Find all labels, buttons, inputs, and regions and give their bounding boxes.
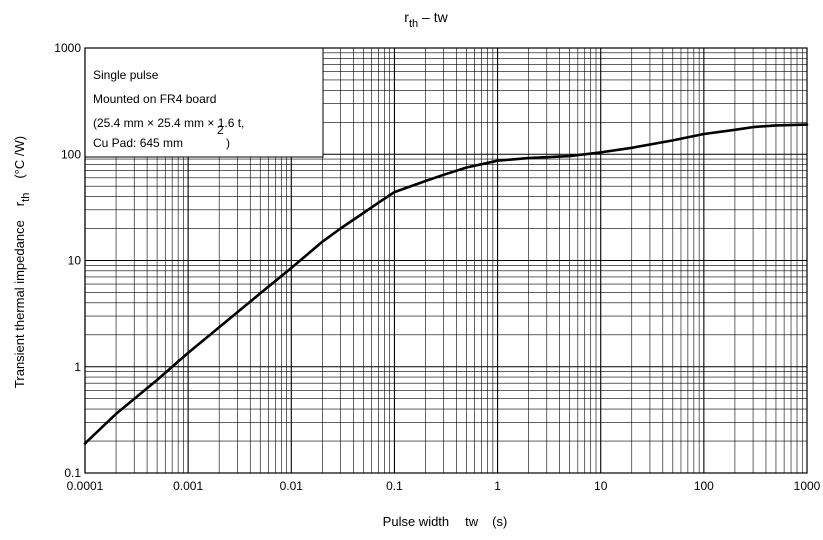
y-axis-label-text: Transient thermal impedance [12,220,27,388]
x-axis-label-unit: (s) [492,514,507,529]
x-tick-label: 0.0001 [67,479,104,493]
chart-title-rest: – tw [418,9,448,25]
x-tick-label: 0.1 [386,479,403,493]
x-tick-label: 10 [594,479,608,493]
y-tick-label: 1 [74,360,81,374]
x-tick-label: 0.001 [173,479,203,493]
x-tick-label: 0.01 [280,479,304,493]
annotation-line-2: Mounted on FR4 board [93,92,216,106]
y-axis-label-unit: (°C /W) [12,136,27,179]
y-tick-labels: 0.1 1 10 100 1000 [54,41,81,480]
y-tick-label: 100 [61,147,81,161]
x-tick-labels: 0.0001 0.001 0.01 0.1 1 10 100 1000 [67,479,821,493]
y-tick-label: 1000 [54,41,81,55]
y-axis-label: Transient thermal impedance rth (°C /W) [12,136,32,388]
x-axis-label-text: Pulse width [383,514,449,529]
annotation-line-1: Single pulse [93,68,159,82]
y-tick-label: 0.1 [64,466,81,480]
annotation-line-3: (25.4 mm × 25.4 mm × 1.6 t, [93,116,244,130]
y-axis-label-symbol-sub: th [20,193,32,202]
y-tick-label: 10 [68,254,82,268]
annotation-superscript: 2 [217,123,224,137]
chart-title-sub: th [409,18,418,30]
x-tick-label: 100 [694,479,714,493]
annotation-line-5: ) [226,136,230,150]
x-axis-label: Pulse width tw (s) [383,514,508,529]
chart-title-main: r [404,9,409,25]
x-tick-label: 1000 [794,479,821,493]
chart-title: rth – tw [404,9,448,30]
x-tick-label: 1 [494,479,501,493]
plot-frame [84,47,808,474]
annotation-line-4: Cu Pad: 645 mm [93,136,183,150]
y-axis-label-symbol: r [12,201,27,206]
series-line [83,123,809,445]
x-axis-label-symbol: tw [465,514,479,529]
